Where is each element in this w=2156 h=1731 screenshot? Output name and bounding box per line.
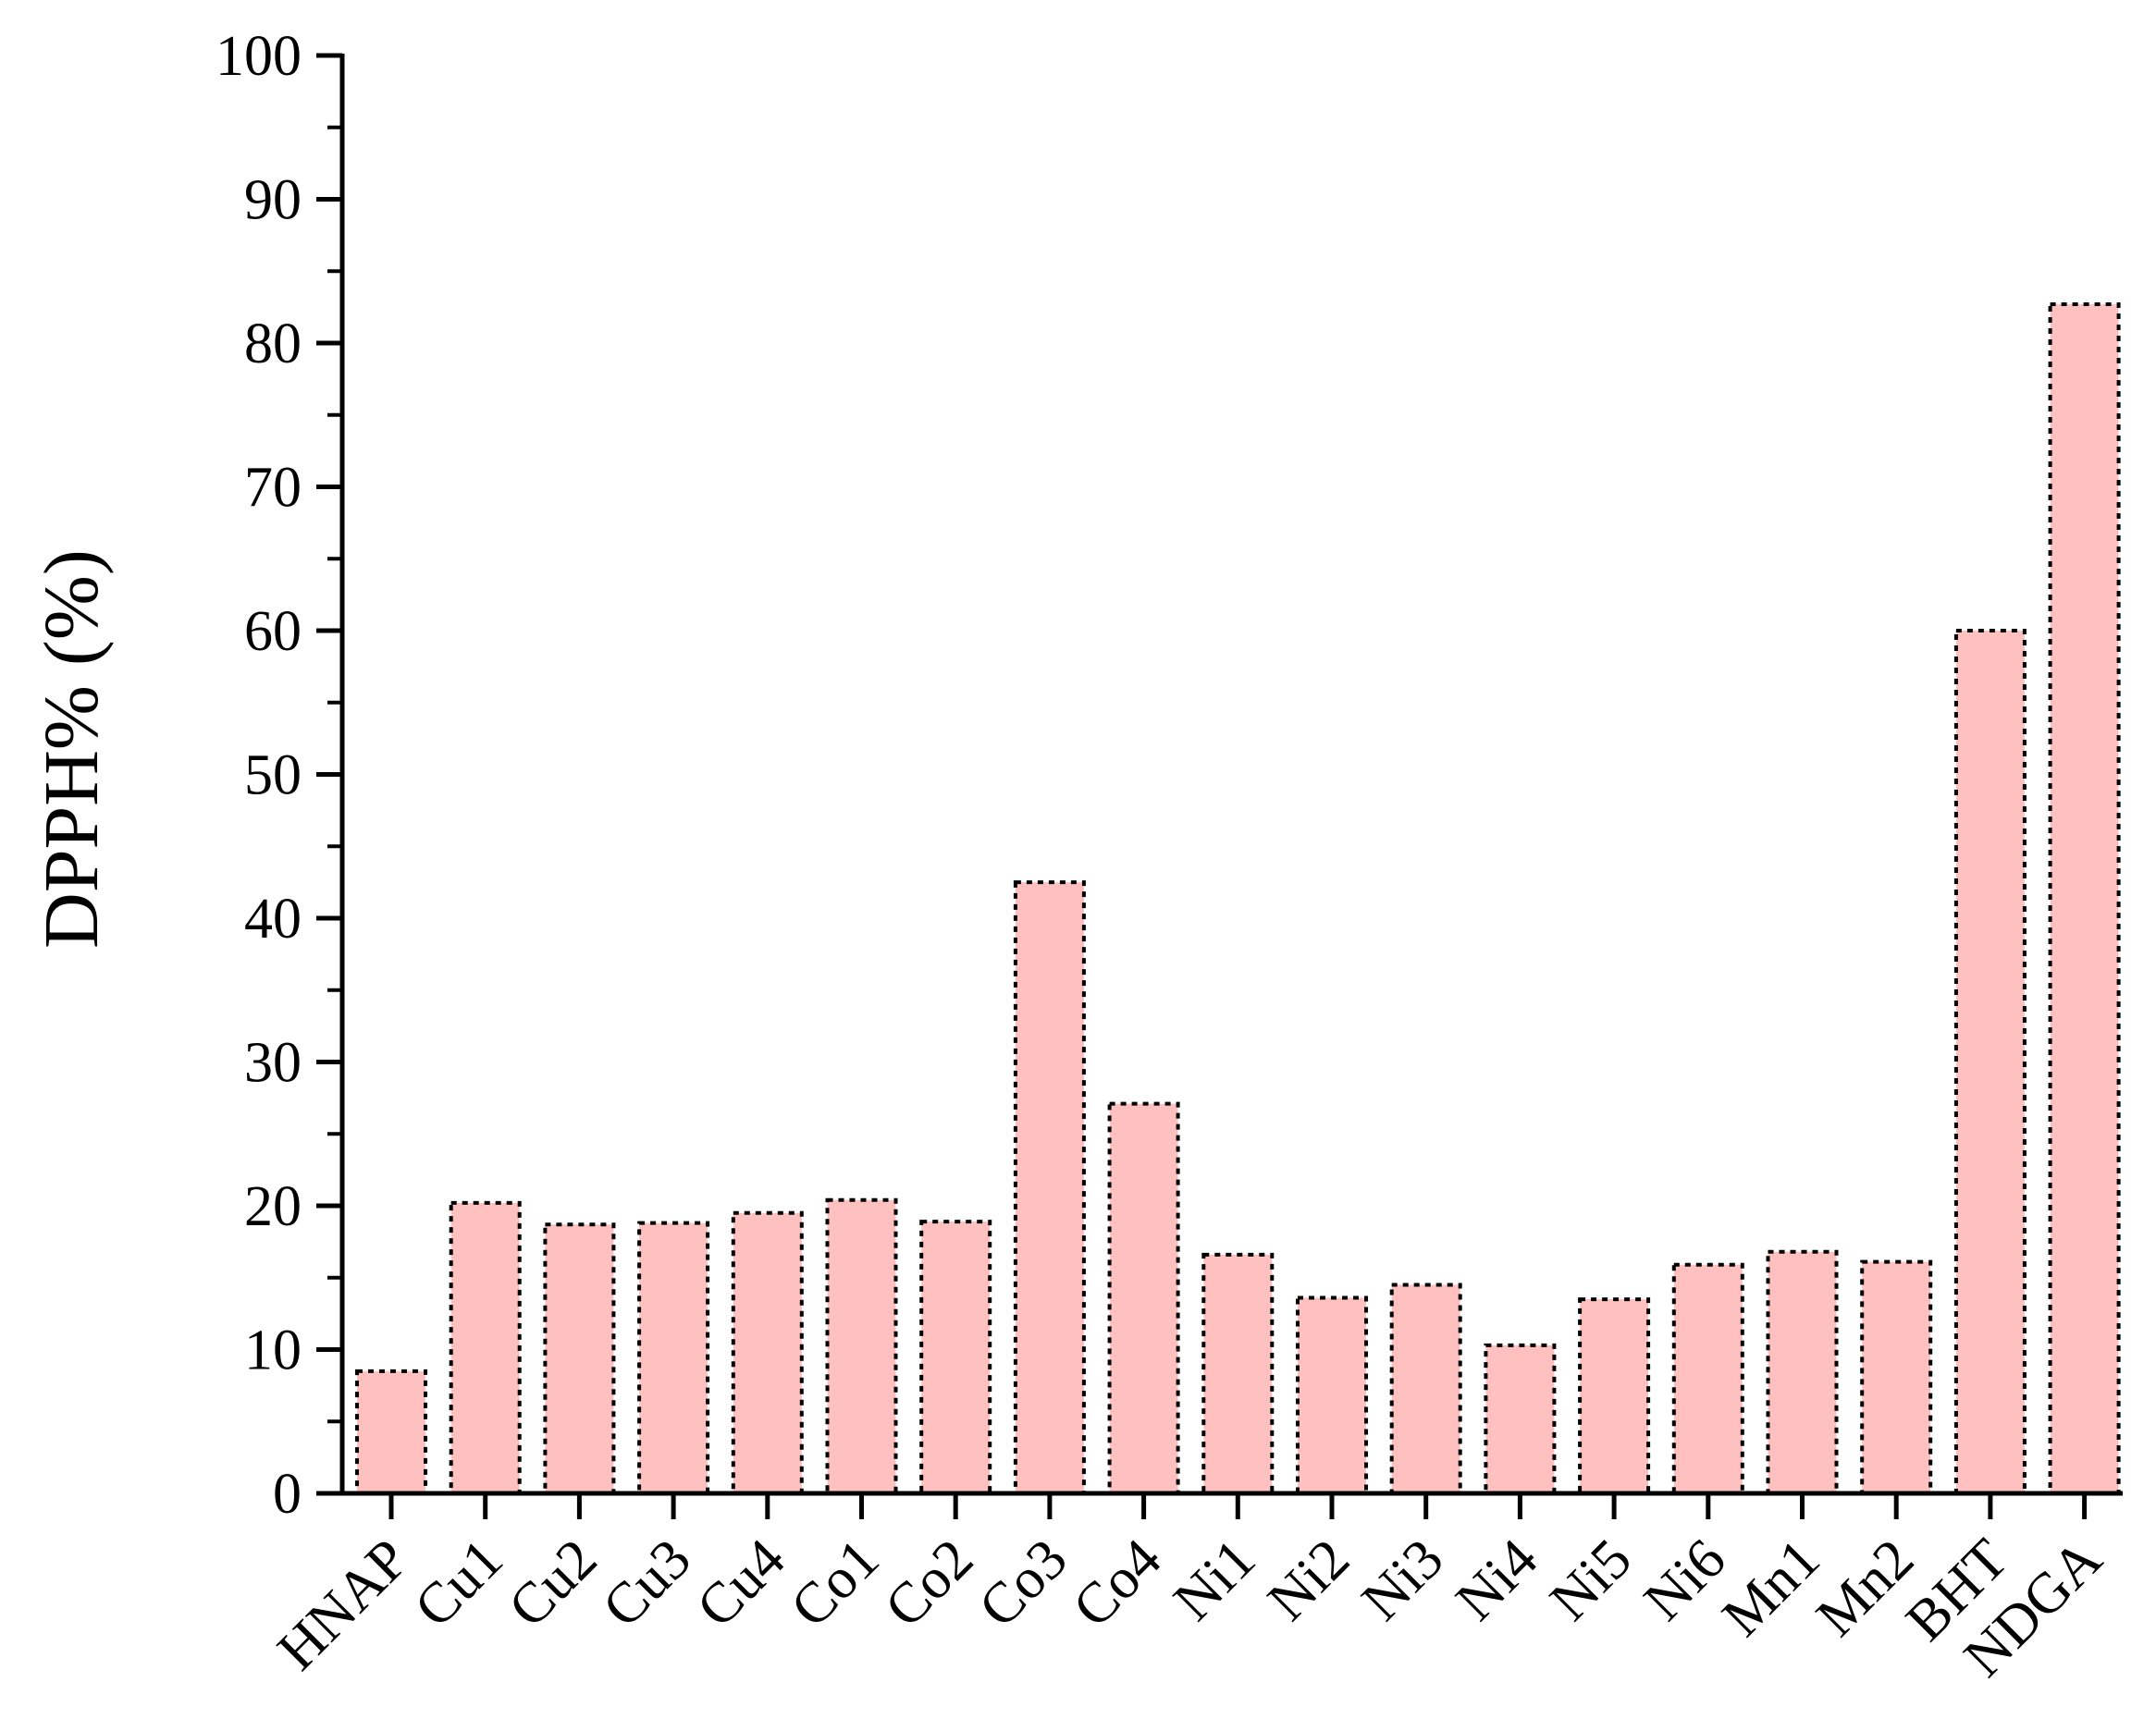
- x-tick-label-co4: Co4: [1061, 1528, 1173, 1639]
- y-tick-label-80: 80: [244, 313, 302, 375]
- x-tick-label-mn2: Mn2: [1805, 1528, 1926, 1649]
- y-tick-label-50: 50: [244, 744, 302, 807]
- bar-ni4: [1484, 1343, 1557, 1495]
- bar-mn1: [1766, 1249, 1839, 1495]
- bar-cu2: [543, 1222, 616, 1495]
- x-tick-label-ni2: Ni2: [1256, 1528, 1361, 1633]
- y-tick-label-30: 30: [244, 1032, 302, 1095]
- y-tick-label-70: 70: [244, 457, 302, 520]
- x-tick-label-ni3: Ni3: [1350, 1528, 1456, 1633]
- x-tick-label-cu4: Cu4: [685, 1528, 797, 1639]
- bar-co2: [919, 1220, 992, 1495]
- x-tick-label-ni4: Ni4: [1444, 1528, 1549, 1633]
- y-tick-label-60: 60: [244, 600, 302, 663]
- bar-ni6: [1671, 1262, 1744, 1495]
- x-tick-label-co1: Co1: [779, 1528, 891, 1639]
- bar-ni3: [1389, 1283, 1462, 1496]
- bar-mn2: [1860, 1259, 1933, 1496]
- x-tick-label-mn1: Mn1: [1710, 1528, 1831, 1649]
- x-tick-label-cu2: Cu2: [497, 1528, 609, 1639]
- y-tick-label-100: 100: [216, 25, 302, 88]
- x-tick-label-co3: Co3: [967, 1528, 1079, 1639]
- x-tick-label-hnap: HNAP: [265, 1528, 420, 1682]
- x-tick-label-ni5: Ni5: [1538, 1528, 1644, 1633]
- bar-hnap: [355, 1369, 427, 1495]
- bar-ndga: [2048, 302, 2121, 1495]
- bar-ni5: [1578, 1297, 1651, 1495]
- bar-bht: [1953, 629, 2027, 1495]
- x-tick-label-ni6: Ni6: [1632, 1528, 1738, 1633]
- bar-co3: [1013, 880, 1086, 1495]
- y-tick-label-10: 10: [244, 1320, 302, 1382]
- bar-cu1: [449, 1200, 522, 1495]
- y-tick-label-20: 20: [244, 1175, 302, 1238]
- bar-co1: [825, 1197, 898, 1496]
- x-tick-label-co2: Co2: [873, 1528, 985, 1639]
- x-tick-label-cu3: Cu3: [591, 1528, 703, 1639]
- y-tick-label-40: 40: [244, 888, 302, 951]
- x-tick-label-ni1: Ni1: [1162, 1528, 1267, 1633]
- y-tick-label-90: 90: [244, 169, 302, 232]
- x-tick-label-cu1: Cu1: [402, 1528, 514, 1639]
- bar-cu3: [637, 1221, 710, 1496]
- bar-cu4: [731, 1210, 804, 1496]
- y-tick-label-0: 0: [273, 1463, 302, 1526]
- y-axis-title: DPPH% (%): [29, 549, 115, 949]
- bars-group: [355, 302, 2121, 1496]
- bar-ni1: [1201, 1252, 1275, 1495]
- bar-co4: [1107, 1101, 1180, 1495]
- bar-ni2: [1296, 1295, 1368, 1496]
